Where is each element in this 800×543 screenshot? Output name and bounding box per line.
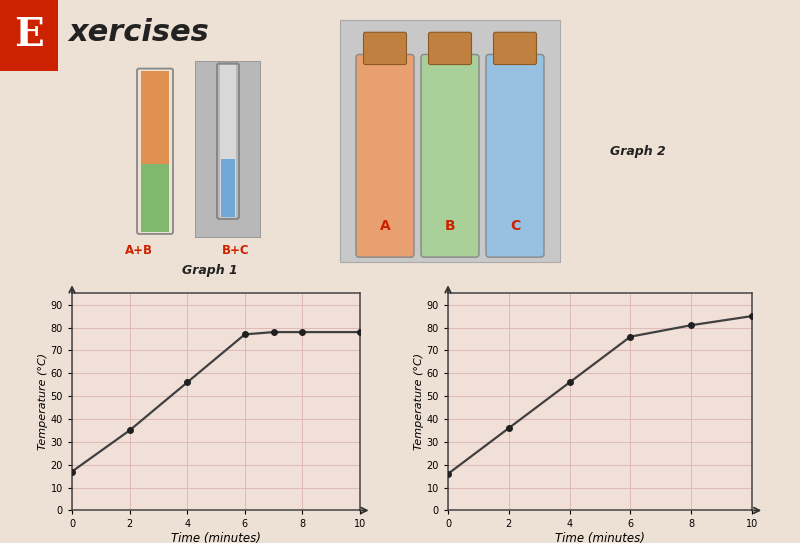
Y-axis label: Temperature (°C): Temperature (°C) xyxy=(38,353,48,450)
FancyBboxPatch shape xyxy=(486,54,544,257)
Bar xyxy=(141,71,169,164)
Text: B+C: B+C xyxy=(222,244,250,257)
Text: A+B: A+B xyxy=(125,244,153,257)
Text: Graph 1: Graph 1 xyxy=(182,264,238,277)
Text: A: A xyxy=(380,219,390,233)
FancyBboxPatch shape xyxy=(421,54,479,257)
FancyBboxPatch shape xyxy=(363,32,406,65)
Text: xercises: xercises xyxy=(68,18,209,47)
Bar xyxy=(340,20,560,262)
Text: B: B xyxy=(445,219,455,233)
FancyBboxPatch shape xyxy=(356,54,414,257)
X-axis label: Time (minutes): Time (minutes) xyxy=(555,532,645,543)
Bar xyxy=(221,159,235,217)
Bar xyxy=(195,60,260,237)
Text: E: E xyxy=(14,16,44,54)
FancyBboxPatch shape xyxy=(494,32,537,65)
Bar xyxy=(221,159,235,217)
Y-axis label: Temperature (°C): Temperature (°C) xyxy=(414,353,424,450)
FancyBboxPatch shape xyxy=(220,65,236,218)
FancyBboxPatch shape xyxy=(429,32,471,65)
Bar xyxy=(141,164,169,232)
Text: Graph 2: Graph 2 xyxy=(610,145,666,158)
Bar xyxy=(0,0,58,71)
Text: C: C xyxy=(510,219,520,233)
X-axis label: Time (minutes): Time (minutes) xyxy=(171,532,261,543)
